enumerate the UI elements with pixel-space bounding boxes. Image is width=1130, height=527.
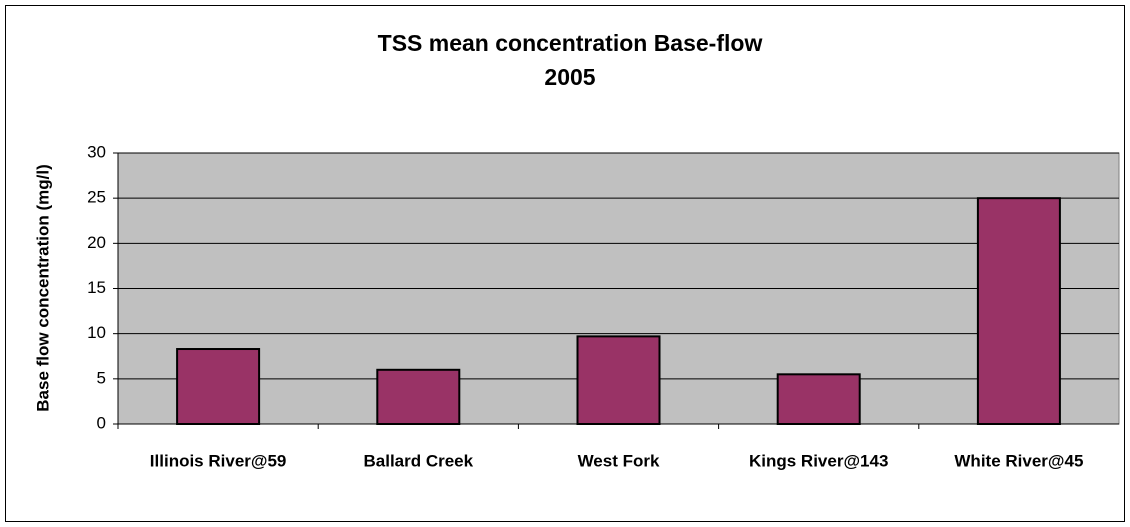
y-tick-label: 25 (87, 188, 106, 207)
x-tick-label: White River@45 (954, 451, 1083, 470)
x-tick-label: West Fork (578, 451, 660, 470)
bar (976, 197, 1061, 425)
bar (176, 348, 261, 426)
x-tick-label: Illinois River@59 (150, 451, 287, 470)
x-tick-label: Ballard Creek (363, 451, 473, 470)
y-tick-label: 5 (97, 368, 106, 387)
bar (376, 368, 461, 425)
chart-title: TSS mean concentration Base-flow (378, 30, 763, 56)
y-tick-label: 20 (87, 233, 106, 252)
y-tick-label: 30 (87, 142, 106, 161)
y-tick-label: 0 (97, 413, 106, 432)
y-axis-label: Base flow concentration (mg/l) (33, 164, 52, 411)
bar (576, 335, 661, 426)
y-tick-label: 15 (87, 278, 106, 297)
bar (776, 373, 861, 426)
x-tick-label: Kings River@143 (749, 451, 888, 470)
chart-title: 2005 (544, 64, 595, 90)
y-tick-label: 10 (87, 323, 106, 342)
